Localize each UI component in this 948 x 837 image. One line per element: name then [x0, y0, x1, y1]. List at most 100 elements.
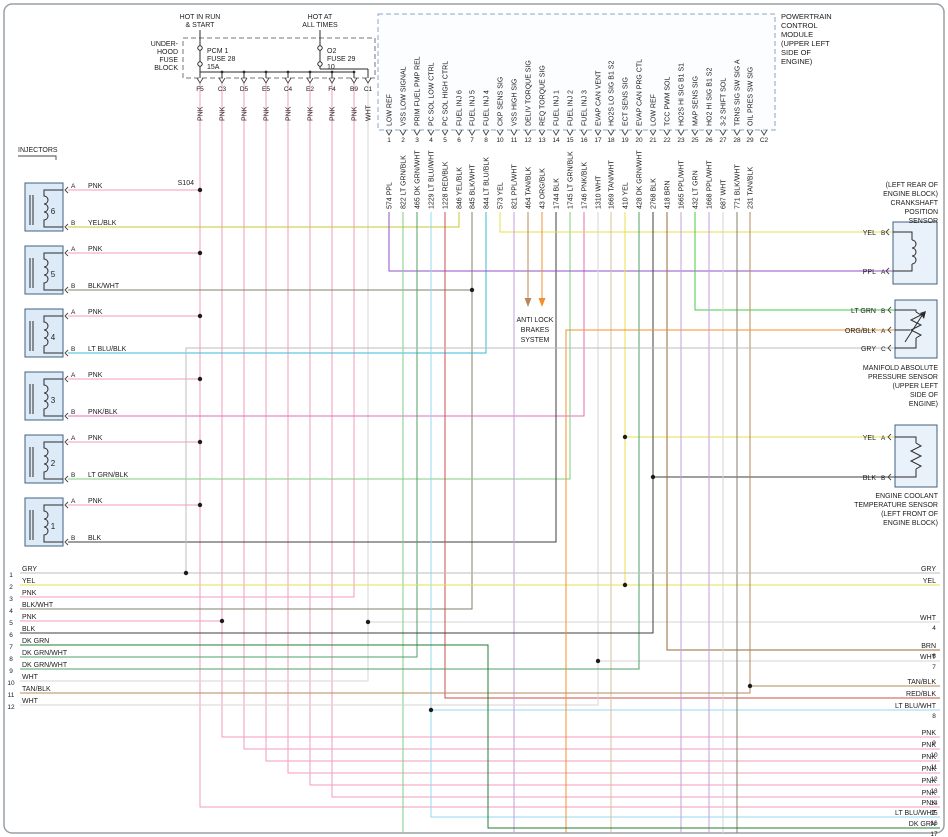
pcm-pin-23: 23 HO2S HI SIG B1 S1 1665 PPL/WHT [677, 63, 685, 209]
ckp-title: ENGINE BLOCK) [883, 191, 938, 198]
fuse-pin-C1: C1 WHT [364, 77, 373, 121]
wire-color-label: BLK [863, 475, 877, 482]
pcm-pin-8: 8 FUEL INJ 4 844 LT BLU/BLK [482, 90, 491, 209]
coil-icon [43, 315, 63, 354]
fuse-label: FUSE 28 [207, 56, 236, 63]
injectors: 6 A B PNK YEL/BLK 5 A B PNK BLK/WHT 4 A B PNK LT BLU/B… [24, 182, 129, 547]
pin-signal: TCC PWM SOL [665, 77, 672, 126]
pin-bracket-icon [552, 129, 560, 136]
row-number: 6 [932, 653, 936, 660]
pin-number: 5 [443, 137, 447, 144]
pin-bracket-icon [887, 326, 892, 334]
pin-wire-label: 1744 BLK [554, 178, 561, 209]
abs-arrow-icon [524, 298, 532, 307]
pin-number: 28 [733, 137, 741, 144]
row-number: 1 [9, 572, 13, 579]
pcm-title: (UPPER LEFT [781, 39, 830, 48]
pin-number: 4 [429, 137, 433, 144]
arrow-icon [904, 313, 924, 343]
pin-bracket-icon [887, 344, 892, 352]
pin-number: 13 [538, 137, 546, 144]
wire-color-label: PNK [922, 766, 937, 773]
fuse-pin-C3: C3 PNK [218, 77, 227, 121]
map-pin-C: GRY C [861, 344, 892, 353]
pin-wire-label: PNK [242, 106, 249, 121]
fuse-pin-B9: B9 PNK [350, 77, 359, 121]
row-number: 9 [932, 740, 936, 747]
wire-pin4 [430, 212, 940, 818]
wire-color-label: DK GRN [22, 638, 49, 645]
wire-color-label: LT GRN/BLK [88, 472, 129, 479]
pin-bracket-icon [306, 77, 314, 84]
ckp-title: POSITION [905, 209, 938, 216]
left-row-10: 10 WHT [7, 674, 38, 687]
fuse-block-name: UNDER- [151, 41, 179, 48]
row-number: 13 [930, 788, 938, 795]
pin-wire-label: 43 ORG/BLK [540, 168, 547, 209]
wire-pin22 [666, 212, 940, 651]
wire-pnk-e5 [265, 82, 940, 762]
pin-wire-label: PNK [220, 106, 227, 121]
pin-wire-label: 845 BLK/WHT [470, 164, 477, 209]
pin-bracket-icon [719, 129, 727, 136]
pin-bracket-icon [482, 129, 490, 136]
pin-wire-label: WHT [366, 104, 373, 121]
pin-bracket-icon [64, 475, 69, 483]
pin-signal: LOW REF [387, 94, 394, 126]
fuse-label: O2 [327, 48, 336, 55]
row-number: 8 [932, 713, 936, 720]
coil-icon [893, 231, 917, 272]
map-sensor [894, 299, 938, 359]
injector-body-icon [29, 321, 34, 351]
pcm-title: CONTROL [781, 21, 818, 30]
pin-signal: DELIV TORQUE SIG [526, 60, 533, 126]
left-row-12: 12 WHT [7, 698, 38, 711]
row-number: 6 [9, 632, 13, 639]
wire-color-label: DK GRN [909, 821, 936, 828]
fuse-label: 15A [207, 64, 220, 71]
sensor-pins: YEL B PPL A LT GRN B ORG/BLK A GRY C YEL A BLK B [845, 228, 892, 482]
pcm-pin-29: 29 OIL PRES SW SIG 231 TAN/BLK [746, 67, 754, 209]
injector-6: 6 A B PNK YEL/BLK [24, 182, 117, 232]
wire-pin29 [20, 212, 751, 694]
wire-color-label: TAN/BLK [907, 679, 936, 686]
pin-letter: A [881, 328, 886, 335]
pcm-pin-1: 1 LOW REF 574 PPL [385, 94, 394, 209]
row-number: 17 [930, 831, 938, 837]
splice-dots [183, 187, 753, 713]
pcm-pin-5: 5 PC SOL HIGH CTRL 1228 RED/BLK [441, 61, 450, 209]
fuse-terminal-icon [197, 61, 203, 67]
fuse-block-box [182, 37, 376, 79]
fuse-block-pins: F5 PNK C3 PNK D5 PNK E5 PNK C4 PNK E2 PNK F4 PNK B9 PNK… [196, 77, 373, 121]
wire-wht-c1 [20, 82, 369, 682]
pin-wire-label: 231 TAN/BLK [748, 167, 755, 209]
pin-signal: PRIM FUEL PMP REL [415, 56, 422, 126]
pin-number: 16 [580, 137, 588, 144]
pin-wire-label: PNK [264, 106, 271, 121]
pcm-pin-11: 11 VSS HIGH SIG 821 PPL/WHT [510, 79, 519, 209]
row-number: 11 [931, 764, 938, 771]
pin-bracket-icon [64, 223, 69, 231]
wire-color-label: PNK [22, 614, 37, 621]
pcm-pin-12: 12 DELIV TORQUE SIG 464 TAN/BLK [524, 60, 532, 209]
pin-number: C1 [364, 86, 373, 93]
ect-title: ENGINE COOLANT [875, 493, 938, 500]
pin-signal: FUEL INJ 1 [554, 90, 561, 126]
pin-signal: PC SOL HIGH CTRL [443, 61, 450, 126]
pin-wire-label: 846 YEL/BLK [457, 167, 464, 209]
pin-bracket-icon [510, 129, 518, 136]
pin-bracket-icon [677, 129, 685, 136]
pin-bracket-icon [566, 129, 574, 136]
pin-wire-label: PNK [352, 106, 359, 121]
pin-number: B9 [350, 86, 358, 93]
pin-bracket-icon [364, 77, 372, 84]
pin-number: C3 [218, 86, 227, 93]
injector-body-icon [29, 258, 34, 288]
wire-color-label: PNK/BLK [88, 409, 118, 416]
injector-number: 5 [51, 270, 56, 279]
ect-title: TEMPERATURE SENSOR [854, 502, 938, 509]
